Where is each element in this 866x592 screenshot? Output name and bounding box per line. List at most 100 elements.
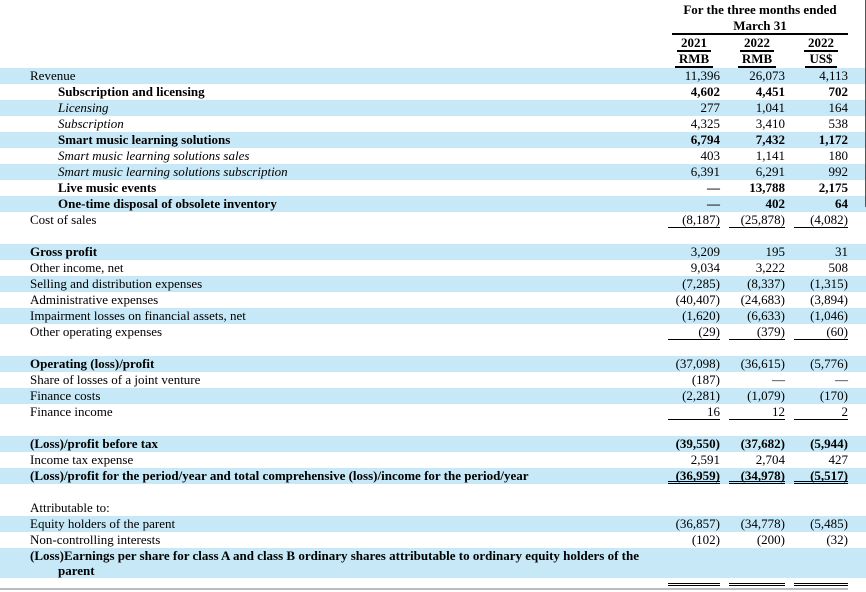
row-label: Income tax expense [30, 452, 134, 467]
row-label: Selling and distribution expenses [30, 276, 203, 291]
value-cell: (1,315) [810, 276, 848, 291]
value-cell: (8,187) [668, 212, 720, 228]
value-cell: (34,978) [729, 468, 785, 484]
spacer-row [0, 420, 866, 436]
value-cell: 702 [828, 84, 849, 99]
value-cell: (5,517) [794, 468, 848, 484]
period-title-line1: For the three months ended [683, 2, 837, 17]
value-cell: 992 [828, 164, 849, 179]
row-label: Smart music learning solutions sales [58, 148, 250, 163]
row-label: Attributable to: [30, 500, 110, 515]
value-cell: 195 [765, 244, 786, 259]
value-cell: (32) [826, 532, 848, 547]
year-header: 2022 [794, 36, 848, 52]
row-label: Share of losses of a joint venture [30, 372, 201, 387]
value-cell: 1,041 [755, 100, 785, 115]
spacer-row [0, 340, 866, 356]
value-cell [794, 500, 848, 516]
currency-row: RMB RMB US$ [0, 52, 866, 68]
value-cell: 26,073 [749, 68, 785, 83]
table-row: Subscription 4,325 3,410 538 [0, 116, 866, 132]
table-row: Finance costs (2,281) (1,079) (170) [0, 388, 866, 404]
value-cell: (5,485) [810, 516, 848, 531]
row-label: Impairment losses on financial assets, n… [30, 308, 246, 323]
value-cell: — [707, 196, 720, 211]
year-header: 2022 [729, 36, 785, 52]
value-cell: 2,175 [818, 180, 848, 195]
currency-label: RMB [737, 52, 777, 68]
value-cell: — [835, 372, 848, 387]
value-cell: (187) [691, 372, 720, 387]
value-cell: 64 [835, 196, 848, 211]
value-cell: 508 [828, 260, 849, 275]
value-cell: 6,391 [690, 164, 720, 179]
row-label: Gross profit [30, 244, 98, 259]
bottom-shadow-line [0, 588, 848, 590]
value-cell: 6,291 [755, 164, 785, 179]
table-row: Smart music learning solutions subscript… [0, 164, 866, 180]
row-label: Non-controlling interests [30, 532, 161, 547]
value-cell: (40,407) [675, 292, 720, 307]
table-row: Impairment losses on financial assets, n… [0, 308, 866, 324]
value-cell [668, 578, 720, 586]
currency-header: RMB [729, 52, 785, 68]
table-row: (Loss)/profit before tax (39,550) (37,682)… [0, 436, 866, 452]
value-cell: (36,857) [675, 516, 720, 531]
value-cell: (1,620) [682, 308, 720, 323]
value-cell [729, 548, 785, 578]
value-cell: — [772, 372, 785, 387]
value-cell: (24,683) [740, 292, 785, 307]
row-label: Operating (loss)/profit [30, 356, 155, 371]
table-row: Gross profit 3,209 195 31 [0, 244, 866, 260]
row-label: Smart music learning solutions [58, 132, 231, 147]
period-header: For the three months ended March 31 [672, 2, 848, 35]
value-cell: 1,172 [818, 132, 848, 147]
row-label: Cost of sales [30, 212, 97, 227]
table-row: One-time disposal of obsolete inventory —… [0, 196, 866, 212]
value-cell: (37,098) [675, 356, 720, 371]
table-row: Operating (loss)/profit (37,098) (36,615) (… [0, 356, 866, 372]
value-cell: 164 [828, 100, 849, 115]
value-cell: 402 [765, 196, 786, 211]
table-row: Share of losses of a joint venture (187) —… [0, 372, 866, 388]
value-cell: 12 [729, 404, 785, 420]
value-cell: (4,082) [794, 212, 848, 228]
value-cell: (7,285) [682, 276, 720, 291]
value-cell: 6,794 [690, 132, 720, 147]
row-label: Revenue [30, 68, 76, 83]
row-label: Smart music learning solutions subscript… [58, 164, 288, 179]
value-cell: (25,878) [729, 212, 785, 228]
table-row: Non-controlling interests (102) (200) (32) [0, 532, 866, 548]
table-row: Subscription and licensing 4,602 4,451 702 [0, 84, 866, 100]
table-row: Cost of sales (8,187) (25,878) (4,082) [0, 212, 866, 228]
table-row: Selling and distribution expenses (7,285)… [0, 276, 866, 292]
spacer-row [0, 228, 866, 244]
value-cell: 11,396 [684, 68, 720, 83]
years-row: 2021 2022 2022 [0, 35, 866, 52]
value-cell: (39,550) [675, 436, 720, 451]
table-row: Finance income 16 12 2 [0, 404, 866, 420]
value-cell: (37,682) [740, 436, 785, 451]
row-label: (Loss)Earnings per share for class A and… [30, 548, 639, 578]
row-label: Other income, net [30, 260, 124, 275]
row-label: One-time disposal of obsolete inventory [58, 196, 277, 211]
year-label: 2022 [804, 36, 838, 52]
value-cell: — [707, 180, 720, 195]
currency-header: RMB [668, 52, 720, 68]
value-cell: 2 [794, 404, 848, 420]
table-row: Income tax expense 2,591 2,704 427 [0, 452, 866, 468]
row-label: Subscription [58, 116, 124, 131]
row-label: Administrative expenses [30, 292, 159, 307]
table-row: Live music events — 13,788 2,175 [0, 180, 866, 196]
table-row: Attributable to: [0, 500, 866, 516]
currency-label: RMB [674, 52, 714, 68]
table-row: Other income, net 9,034 3,222 508 [0, 260, 866, 276]
value-cell: (200) [756, 532, 785, 547]
table-row: Smart music learning solutions 6,794 7,432… [0, 132, 866, 148]
table-row: Equity holders of the parent (36,857) (34,… [0, 516, 866, 532]
value-cell: (1,046) [810, 308, 848, 323]
value-cell [794, 578, 848, 586]
currency-header: US$ [794, 52, 848, 68]
table-row: Smart music learning solutions sales 403 1… [0, 148, 866, 164]
